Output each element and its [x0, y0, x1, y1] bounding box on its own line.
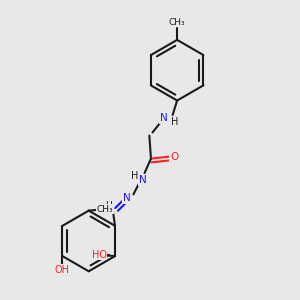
Text: H: H	[106, 201, 112, 210]
Text: H: H	[131, 171, 139, 181]
Text: N: N	[123, 193, 131, 203]
Text: HO: HO	[92, 250, 106, 260]
Text: N: N	[160, 113, 168, 123]
Text: CH₃: CH₃	[96, 205, 113, 214]
Text: CH₃: CH₃	[169, 17, 185, 26]
Text: H: H	[171, 117, 178, 127]
Text: O: O	[170, 152, 178, 162]
Text: N: N	[139, 175, 147, 185]
Text: OH: OH	[55, 265, 70, 275]
